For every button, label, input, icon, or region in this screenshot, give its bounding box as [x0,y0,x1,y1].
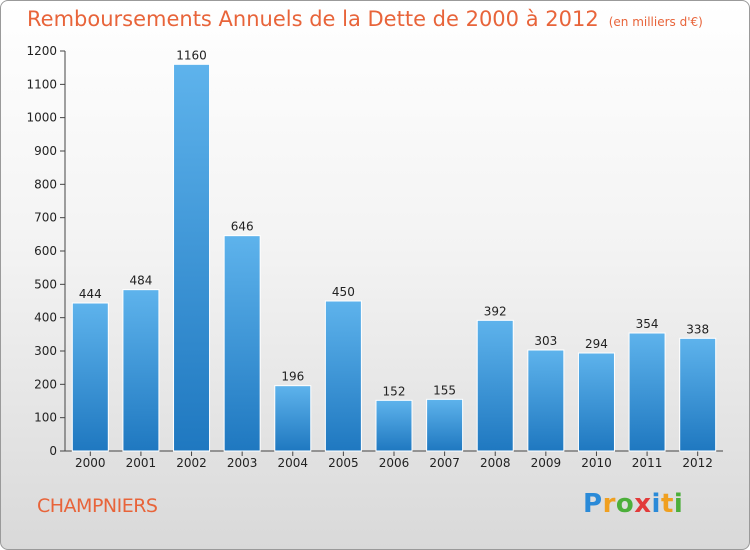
bar [173,63,211,452]
bar [527,349,565,452]
bar [122,289,160,452]
y-tick-label: 100 [34,411,57,425]
y-tick-label: 500 [34,277,57,291]
bar-value-label: 338 [686,322,709,336]
bar-value-label: 1160 [176,48,207,62]
y-tick-label: 1100 [26,77,57,91]
city-name: CHAMPNIERS [37,495,158,517]
x-tick-label: 2005 [328,456,359,470]
bar-value-label: 155 [433,383,456,397]
x-tick-label: 2009 [531,456,562,470]
bar [426,398,464,452]
bar-value-label: 444 [79,287,102,301]
bar-value-label: 303 [534,334,557,348]
y-tick-label: 900 [34,144,57,158]
bar [71,302,109,452]
y-tick-label: 0 [49,444,57,458]
bar [274,385,312,452]
bar-value-label: 294 [585,337,608,351]
y-tick-label: 400 [34,311,57,325]
y-tick-label: 300 [34,344,57,358]
bar-value-label: 354 [636,317,659,331]
bar [223,235,261,452]
x-tick-label: 2008 [480,456,511,470]
bar-value-label: 646 [231,220,254,234]
bar [476,319,514,452]
bar [628,332,666,452]
y-tick-label: 800 [34,177,57,191]
x-tick-label: 2000 [75,456,106,470]
y-tick-label: 200 [34,377,57,391]
x-tick-label: 2012 [682,456,713,470]
x-tick-label: 2007 [429,456,460,470]
x-tick-label: 2006 [379,456,410,470]
bar-value-label: 152 [383,384,406,398]
x-tick-label: 2002 [176,456,207,470]
bar [577,352,615,452]
y-tick-label: 1200 [26,44,57,58]
chart-title-main: Remboursements Annuels de la Dette de 20… [27,7,599,31]
chart-title: Remboursements Annuels de la Dette de 20… [27,7,703,31]
x-tick-label: 2001 [126,456,157,470]
bar [375,399,413,452]
bar-value-label: 392 [484,304,507,318]
y-tick-label: 700 [34,211,57,225]
bar-value-label: 196 [281,370,304,384]
bar-value-label: 484 [129,274,152,288]
bar [324,300,362,452]
x-tick-label: 2010 [581,456,612,470]
x-tick-label: 2011 [632,456,663,470]
y-tick-label: 1000 [26,111,57,125]
proxiti-logo: Proxiti [583,489,684,519]
x-tick-label: 2003 [227,456,258,470]
bar [679,337,717,452]
bar-value-label: 450 [332,285,355,299]
y-tick-label: 600 [34,244,57,258]
x-tick-label: 2004 [277,456,308,470]
chart-title-unit: (en milliers d'€) [608,15,703,29]
